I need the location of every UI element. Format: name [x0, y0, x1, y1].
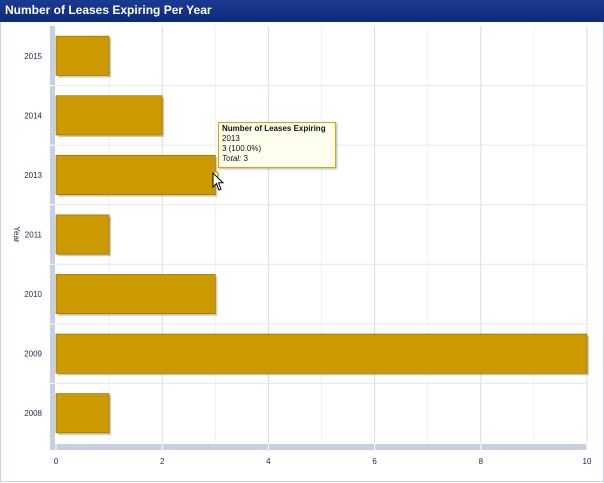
- tooltip-total-label: Total:: [222, 154, 242, 163]
- chart-tooltip: Number of Leases Expiring 2013 3 (100.0%…: [218, 122, 336, 168]
- y-tick-label: 2015: [24, 52, 42, 61]
- email-icon[interactable]: [584, 3, 599, 36]
- x-tick-label: 0: [54, 457, 59, 466]
- y-tick-label: 2009: [24, 350, 42, 359]
- y-tick-label: 2010: [24, 290, 42, 299]
- y-tick-label: 2011: [25, 231, 43, 240]
- x-tick-label: 10: [583, 457, 592, 466]
- bar: [55, 154, 216, 195]
- tooltip-total-value: 3: [243, 154, 248, 163]
- y-axis-wall: [50, 26, 55, 447]
- bar-chart: 2015 2014 2013 2011 2010 2009 2008 0 2 4 6 8 10 Year: [12, 26, 592, 466]
- chart-title: Number of Leases Expiring Per Year: [5, 3, 212, 17]
- print-icon[interactable]: [568, 3, 583, 38]
- tooltip-category: 2013: [222, 134, 240, 143]
- y-tick-label: 2013: [24, 171, 42, 180]
- tooltip-value: 3 (100.0%): [222, 144, 262, 153]
- y-tick-label: 2014: [24, 111, 42, 120]
- bar: [55, 95, 163, 136]
- header-bar: Number of Leases Expiring Per Year: [0, 0, 604, 38]
- y-axis-title: Year: [12, 226, 21, 243]
- x-tick-label: 4: [266, 457, 271, 466]
- mouse-cursor-icon: [212, 172, 225, 191]
- bar: [55, 274, 216, 315]
- x-tick-label: 8: [479, 457, 484, 466]
- bar: [55, 333, 588, 374]
- x-axis-wall: [50, 444, 587, 450]
- bar: [55, 214, 110, 255]
- x-tick-label: 6: [372, 457, 377, 466]
- plus-circle-icon[interactable]: [553, 3, 568, 38]
- bar: [55, 393, 110, 434]
- x-tick-label: 2: [160, 457, 165, 466]
- tooltip-title: Number of Leases Expiring: [222, 124, 326, 133]
- y-tick-label: 2008: [24, 409, 42, 418]
- bar: [55, 35, 110, 76]
